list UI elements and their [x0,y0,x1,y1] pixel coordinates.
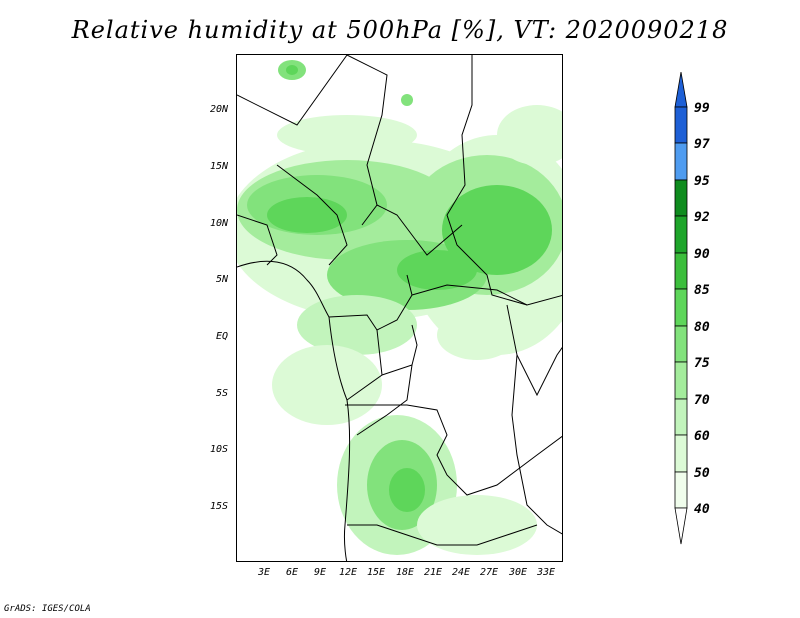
lon-label-3e: 3E [257,567,271,578]
colorbar-cell-97-99 [674,106,688,144]
map-panel [236,54,563,562]
lat-label-10s: 10S [209,444,228,455]
colorbar-cell-80-85 [674,288,688,327]
lat-label-10n: 10N [209,218,228,229]
colorbar-cell-75-80 [674,325,688,363]
colorbar-label-70: 70 [694,393,710,408]
lon-label-27e: 27E [479,567,499,578]
colorbar-label-75: 75 [694,356,710,371]
lat-label-15n: 15N [209,161,228,172]
colorbar-cell-85-90 [674,252,688,290]
colorbar-label-60: 60 [694,429,710,444]
lon-label-12e: 12E [338,567,358,578]
colorbar-label-40: 40 [694,502,710,517]
colorbar-label-80: 80 [694,320,710,335]
colorbar-label-50: 50 [694,466,710,481]
colorbar-cell-95-97 [674,142,688,181]
grads-credit: GrADS: IGES/COLA [4,604,91,614]
lon-label-18e: 18E [395,567,415,578]
lat-label-5n: 5N [215,274,228,285]
colorbar-cell-60-70 [674,398,688,436]
colorbar [674,72,688,545]
colorbar-label-95: 95 [694,174,710,189]
country-borders [237,55,562,561]
colorbar-label-85: 85 [694,283,710,298]
lat-label-20n: 20N [209,104,228,115]
colorbar-arrow-top [674,72,688,108]
lon-label-15e: 15E [366,567,386,578]
lon-label-24e: 24E [451,567,471,578]
colorbar-cell-40-50 [674,471,688,509]
colorbar-cell-70-75 [674,361,688,400]
humidity-shading [237,60,562,555]
colorbar-arrow-bottom [674,507,688,545]
lat-label-5s: 5S [215,388,228,399]
colorbar-cell-50-60 [674,434,688,473]
lat-label-eq: EQ [215,331,228,342]
lon-label-30e: 30E [508,567,528,578]
lon-label-6e: 6E [285,567,299,578]
colorbar-label-97: 97 [694,137,710,152]
lon-label-21e: 21E [423,567,443,578]
map-title: Relative humidity at 500hPa [%], VT: 202… [71,16,729,44]
lat-label-15s: 15S [209,501,228,512]
lon-label-33e: 33E [536,567,556,578]
humidity-field [237,55,562,561]
colorbar-label-92: 92 [694,210,710,225]
colorbar-cell-90-92 [674,215,688,254]
colorbar-cell-92-95 [674,179,688,217]
colorbar-label-90: 90 [694,247,710,262]
lon-label-9e: 9E [313,567,327,578]
colorbar-label-99: 99 [694,101,710,116]
